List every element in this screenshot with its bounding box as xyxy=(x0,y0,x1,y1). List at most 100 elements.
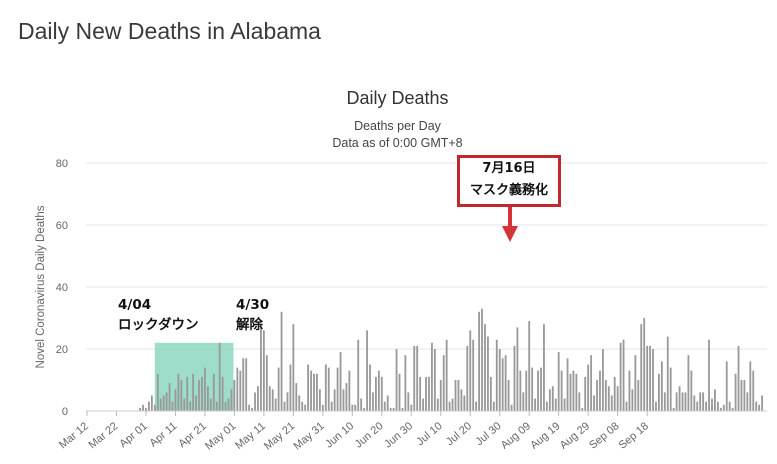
bar xyxy=(198,380,200,411)
bar xyxy=(186,376,189,411)
lockdown-date: 4/04 xyxy=(118,297,152,313)
bar xyxy=(669,367,672,411)
bar xyxy=(675,392,678,411)
bar xyxy=(242,358,245,411)
bar xyxy=(345,383,348,411)
bar xyxy=(257,386,259,411)
chart-title: Daily Deaths xyxy=(346,88,449,108)
bar xyxy=(492,401,495,411)
bar xyxy=(401,407,404,411)
bar xyxy=(419,376,422,411)
bar xyxy=(672,407,675,411)
x-tick-label: Apr 11 xyxy=(147,420,179,450)
bar xyxy=(386,395,389,411)
bar xyxy=(481,308,483,411)
lift-annotation: 4/30 解除 xyxy=(236,295,269,336)
bar xyxy=(254,392,256,411)
bar xyxy=(560,370,563,411)
bar xyxy=(383,401,386,411)
bar xyxy=(313,373,315,411)
bar xyxy=(649,345,651,411)
bar xyxy=(451,398,454,411)
bar xyxy=(416,345,419,411)
bar xyxy=(551,386,554,411)
bar xyxy=(684,392,687,411)
bar xyxy=(327,367,330,411)
bar xyxy=(525,370,528,411)
bar xyxy=(433,349,436,411)
bar xyxy=(330,401,333,411)
bar xyxy=(280,311,283,411)
bar xyxy=(245,358,248,411)
bar xyxy=(584,376,587,411)
x-tick-label: May 11 xyxy=(233,420,268,452)
arrow-head xyxy=(502,226,518,242)
bar xyxy=(448,401,451,411)
bar xyxy=(498,349,501,411)
bar xyxy=(428,376,430,411)
y-tick-label: 20 xyxy=(56,344,68,356)
bar xyxy=(705,401,708,411)
y-tick-label: 40 xyxy=(56,282,68,294)
bar xyxy=(687,355,690,411)
bar xyxy=(395,349,398,411)
bar xyxy=(310,370,312,411)
x-tick-label: Aug 29 xyxy=(558,420,592,452)
bar xyxy=(640,324,643,411)
bar xyxy=(215,401,218,411)
bar xyxy=(436,398,439,411)
bar xyxy=(236,367,239,411)
bar xyxy=(749,361,752,411)
x-tick-label: Jul 10 xyxy=(414,420,444,448)
x-tick-label: Jul 20 xyxy=(444,420,474,448)
bar xyxy=(209,398,212,411)
bar xyxy=(613,376,616,411)
bar xyxy=(177,373,180,411)
bar xyxy=(156,373,159,411)
bar xyxy=(171,401,174,411)
bar xyxy=(722,404,725,411)
bar xyxy=(737,345,740,411)
bar xyxy=(366,330,368,411)
bar xyxy=(162,395,165,411)
bar xyxy=(333,389,336,411)
bar xyxy=(239,370,242,411)
bar xyxy=(610,395,613,411)
bar xyxy=(616,386,619,411)
bar xyxy=(590,355,593,411)
bar xyxy=(142,404,144,411)
bar xyxy=(714,389,716,411)
bar xyxy=(295,383,298,411)
bar xyxy=(248,404,251,411)
bar xyxy=(604,380,607,411)
bar xyxy=(159,398,162,411)
bar xyxy=(619,342,622,411)
bar xyxy=(469,330,472,411)
bar xyxy=(357,339,360,411)
x-tick-label: Jun 10 xyxy=(323,420,356,450)
bar xyxy=(165,392,168,411)
bar xyxy=(180,380,183,411)
bar xyxy=(628,370,631,411)
bar xyxy=(504,355,507,411)
bar xyxy=(566,358,569,411)
bar xyxy=(321,404,324,411)
bar xyxy=(251,407,254,411)
bar xyxy=(431,342,433,411)
bar xyxy=(218,342,221,411)
bar xyxy=(572,370,575,411)
y-tick-label: 60 xyxy=(56,220,68,232)
bar xyxy=(192,373,195,411)
x-tick-label: May 01 xyxy=(203,420,238,452)
x-tick-label: Sep 18 xyxy=(617,420,651,452)
bar xyxy=(666,336,669,411)
bar xyxy=(422,398,424,411)
bar xyxy=(318,389,321,411)
bar xyxy=(212,373,215,411)
x-tick-label: May 21 xyxy=(262,420,297,452)
bar xyxy=(277,367,280,411)
bar xyxy=(752,370,755,411)
bar xyxy=(516,327,519,411)
bar xyxy=(454,380,457,411)
bar xyxy=(168,383,171,411)
